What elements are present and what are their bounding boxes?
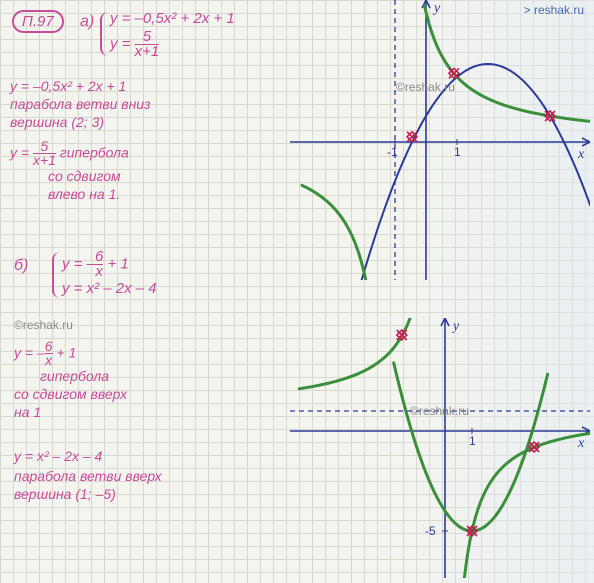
eq-b-1-denom: x xyxy=(95,264,103,279)
eq-b-1-numer: 6 xyxy=(95,250,103,264)
note-a-4-numer: 5 xyxy=(33,140,56,153)
note-b-1: y = – 6 x + 1 xyxy=(14,340,76,368)
problem-number-badge: П.97 xyxy=(12,10,64,33)
note-b-1-prefix: y = – xyxy=(14,345,45,361)
note-a-5: со сдвигом xyxy=(48,168,121,185)
note-a-4-denom: x+1 xyxy=(33,153,56,167)
note-b-3: со сдвигом вверх xyxy=(14,386,127,403)
part-b-label: б) xyxy=(14,256,28,275)
eq-b-1-prefix: y = – xyxy=(62,256,95,273)
eq-a-2-prefix: y = xyxy=(110,36,130,53)
eq-a-2-denom: x+1 xyxy=(135,44,160,59)
content-layer: > reshak.ru П.97 а) y = –0,5x² + 2x + 1 … xyxy=(0,0,594,583)
eq-b-1-suffix: + 1 xyxy=(107,256,128,273)
note-a-6: влево на 1. xyxy=(48,186,120,203)
eq-a-2: y = 5 x+1 xyxy=(110,30,159,60)
note-b-6: парабола ветви вверх xyxy=(14,468,162,485)
watermark-a: ©reshak.ru xyxy=(396,80,455,94)
note-b-7: вершина (1; –5) xyxy=(14,486,116,503)
note-a-2: парабола ветви вниз xyxy=(10,96,151,113)
svg-text:x: x xyxy=(577,147,585,162)
note-a-4-prefix: y = xyxy=(10,145,29,161)
eq-a-1: y = –0,5x² + 2x + 1 xyxy=(110,10,235,28)
chart-b: x y 1 -5 xyxy=(290,318,590,578)
note-a-1: y = –0,5x² + 2x + 1 xyxy=(10,78,126,95)
svg-text:y: y xyxy=(432,1,441,16)
note-b-2: гипербола xyxy=(40,368,109,385)
note-b-1-numer: 6 xyxy=(45,340,53,353)
note-b-4: на 1 xyxy=(14,404,41,421)
svg-text:-1: -1 xyxy=(387,145,398,159)
note-b-1-denom: x xyxy=(45,353,53,367)
part-a-label: а) xyxy=(80,12,94,31)
watermark-b-left: ©reshak.ru xyxy=(14,318,73,332)
note-a-3: вершина (2; 3) xyxy=(10,114,104,131)
svg-text:x: x xyxy=(577,436,585,451)
eq-b-1: y = – 6 x + 1 xyxy=(62,250,129,280)
note-a-4: y = 5 x+1 гипербола xyxy=(10,140,129,168)
note-a-4-suffix: гипербола xyxy=(60,145,129,161)
svg-text:1: 1 xyxy=(454,145,461,159)
eq-b-2: y = x² – 2x – 4 xyxy=(62,280,157,298)
svg-text:-5: -5 xyxy=(425,524,436,538)
brace-b xyxy=(52,252,60,298)
note-b-5: y = x² – 2x – 4 xyxy=(14,448,102,465)
svg-text:1: 1 xyxy=(469,434,476,448)
chart-a: x y 1 -1 xyxy=(290,0,590,280)
eq-a-2-numer: 5 xyxy=(135,30,160,44)
note-b-1-suffix: + 1 xyxy=(56,345,76,361)
svg-text:y: y xyxy=(451,319,460,334)
brace-a xyxy=(100,12,108,56)
watermark-b: ©reshak.ru xyxy=(410,404,469,418)
